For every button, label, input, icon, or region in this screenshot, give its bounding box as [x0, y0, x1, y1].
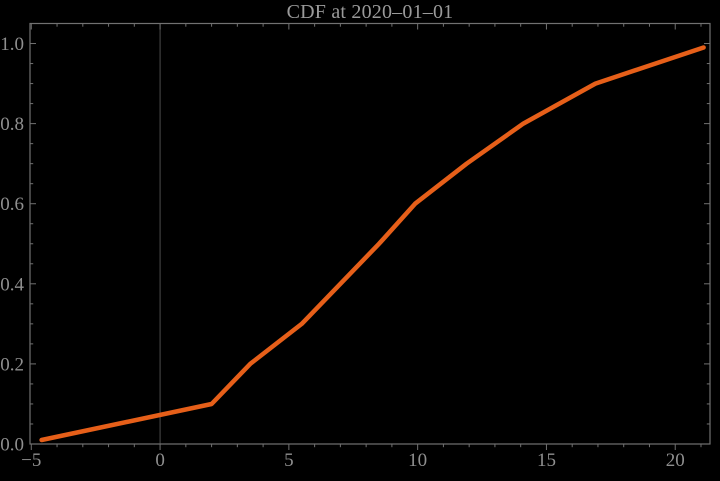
x-tick-label: 15: [537, 450, 556, 471]
plot-frame: [29, 22, 711, 445]
y-tick-label: 0.4: [0, 274, 24, 295]
x-tick-label: 20: [666, 450, 685, 471]
x-tick-label: 5: [284, 450, 294, 471]
y-tick-label: 0.8: [0, 114, 24, 135]
y-tick-label: 0.6: [0, 194, 24, 215]
x-tick-label: 10: [408, 450, 427, 471]
x-tick-label: 0: [155, 450, 165, 471]
cdf-curve: [39, 45, 706, 443]
y-tick-label: 1.0: [0, 34, 24, 55]
chart-title: CDF at 2020–01–01: [286, 1, 454, 23]
x-tick-label: −5: [21, 450, 41, 471]
y-tick-label: 0.0: [0, 435, 24, 456]
y-tick-label: 0.2: [0, 354, 24, 375]
